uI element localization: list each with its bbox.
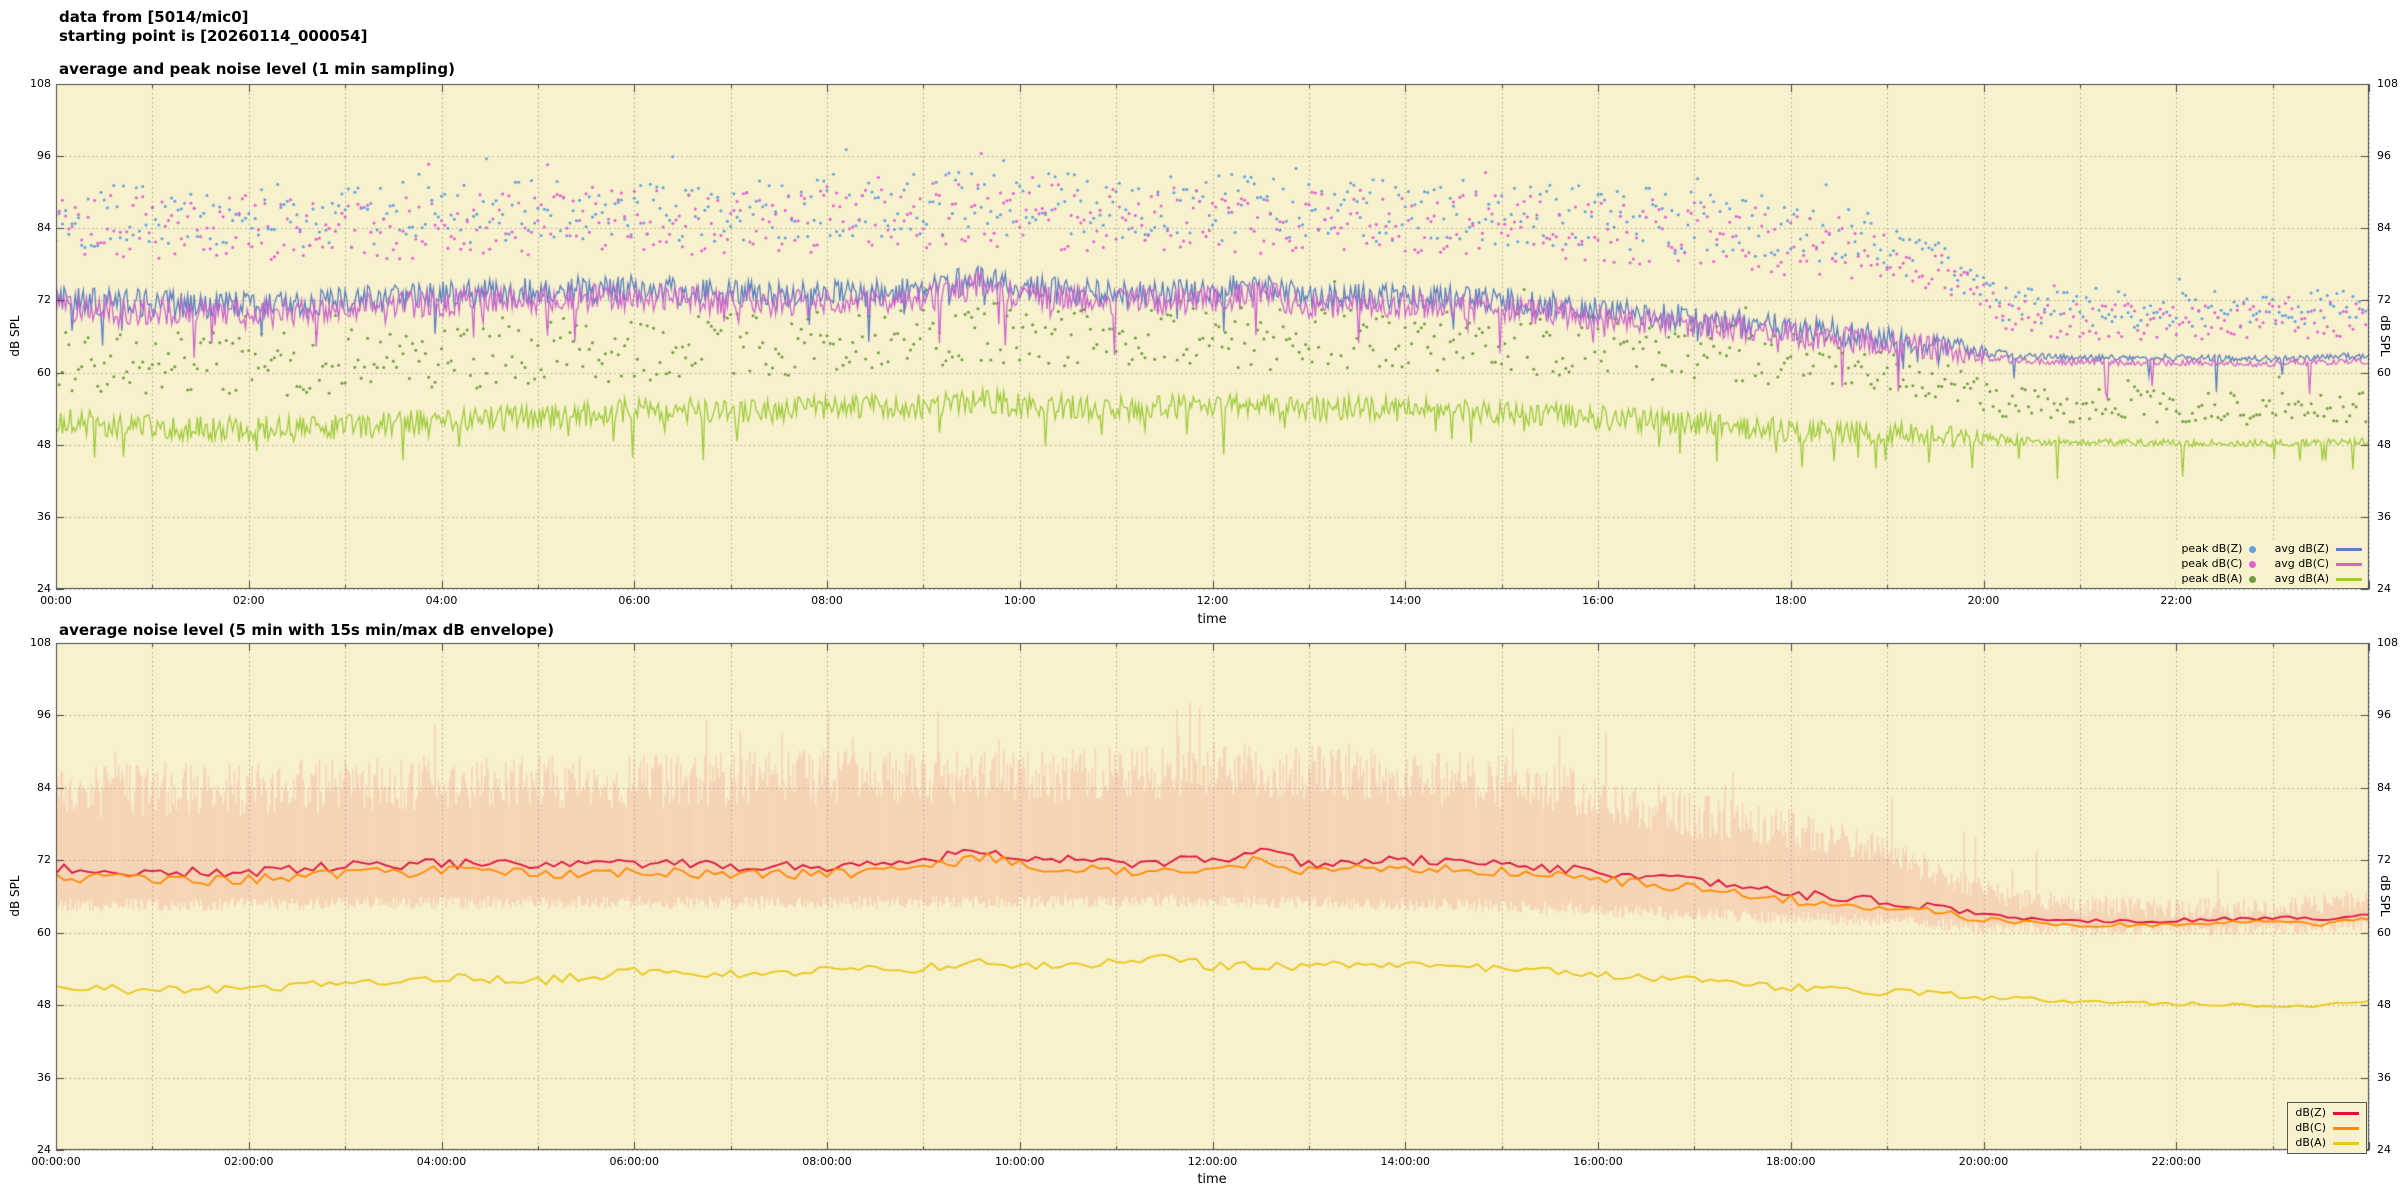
x-tick-label: 18:00 <box>1774 594 1807 607</box>
y-tick-label-right: 36 <box>2377 509 2391 523</box>
y-tick-label-right: 108 <box>2377 77 2398 90</box>
bottom-xaxis-label: time <box>1197 1172 1227 1187</box>
legend-item: dB(A) <box>2295 1136 2359 1150</box>
line-marker <box>2333 1126 2359 1130</box>
x-tick-label: 02:00:00 <box>224 1155 274 1168</box>
x-tick-label: 06:00:00 <box>609 1155 659 1168</box>
legend-label: dB(Z) <box>2295 1106 2326 1119</box>
x-tick-label: 08:00:00 <box>802 1155 852 1168</box>
start-time-line: starting point is [20260114_000054] <box>59 27 368 45</box>
x-tick-label: 12:00:00 <box>1187 1155 1238 1168</box>
y-tick-label-right: 108 <box>2377 636 2398 649</box>
dot-marker <box>2249 575 2257 583</box>
x-tick-label: 06:00 <box>618 594 651 607</box>
line-marker <box>2336 577 2362 581</box>
legend-label: avg dB(Z) <box>2274 542 2329 555</box>
y-tick-label-right: 24 <box>2377 582 2391 595</box>
legend-item: avg dB(Z) <box>2274 542 2362 556</box>
line-marker <box>2336 562 2362 566</box>
y-tick-label-right: 60 <box>2377 925 2391 939</box>
legend-item: peak dB(A) <box>2181 572 2257 586</box>
legend-item: avg dB(C) <box>2274 557 2362 571</box>
y-tick-label: 60 <box>37 925 51 939</box>
y-tick-label-right: 84 <box>2377 221 2391 235</box>
x-tick-label: 00:00:00 <box>31 1155 81 1168</box>
y-tick-label-right: 96 <box>2377 149 2391 163</box>
legend-label: dB(A) <box>2295 1136 2326 1149</box>
x-tick-label: 12:00 <box>1196 594 1229 607</box>
y-tick-label: 96 <box>37 708 51 722</box>
y-tick-label-right: 84 <box>2377 780 2391 794</box>
x-tick-label: 10:00 <box>1003 594 1036 607</box>
legend-item: avg dB(A) <box>2274 572 2362 586</box>
y-tick-label-right: 48 <box>2377 998 2391 1012</box>
y-tick-label: 72 <box>37 853 51 867</box>
top-xaxis-label: time <box>1197 612 1227 627</box>
line-marker <box>2333 1111 2359 1115</box>
legend-item: peak dB(Z) <box>2181 542 2257 556</box>
x-tick-label: 04:00 <box>425 594 458 607</box>
y-tick-label-right: 24 <box>2377 1143 2391 1156</box>
legend-label: avg dB(A) <box>2274 572 2329 585</box>
x-tick-label: 10:00:00 <box>995 1155 1045 1168</box>
top-yaxis-label-right: dB SPL <box>2378 315 2392 357</box>
legend-label: peak dB(A) <box>2181 572 2243 585</box>
x-tick-label: 16:00:00 <box>1573 1155 1623 1168</box>
bottom-yaxis-label-right: dB SPL <box>2378 875 2392 917</box>
y-tick-label: 96 <box>37 149 51 163</box>
dot-marker <box>2249 560 2257 568</box>
x-tick-label: 20:00:00 <box>1958 1155 2009 1168</box>
x-tick-label: 22:00:00 <box>2151 1155 2201 1168</box>
legend-label: peak dB(Z) <box>2181 542 2243 555</box>
y-tick-label-right: 36 <box>2377 1070 2391 1084</box>
y-tick-label: 48 <box>37 998 51 1012</box>
top-chart-legend: peak dB(Z) avg dB(Z) peak dB(C) avg dB(C) pe… <box>2176 540 2367 588</box>
y-tick-label: 36 <box>37 1070 51 1084</box>
x-tick-label: 18:00:00 <box>1766 1155 1816 1168</box>
line-marker <box>2333 1141 2359 1145</box>
top-yaxis-label-left: dB SPL <box>8 315 22 357</box>
y-tick-label: 108 <box>30 77 51 90</box>
y-tick-label: 84 <box>37 221 51 235</box>
x-tick-label: 22:00 <box>2160 594 2193 607</box>
y-tick-label-right: 72 <box>2377 853 2391 867</box>
legend-label: dB(C) <box>2295 1121 2326 1134</box>
y-tick-label: 108 <box>30 636 51 649</box>
top-chart-title: average and peak noise level (1 min samp… <box>59 60 455 78</box>
x-tick-label: 08:00 <box>811 594 843 607</box>
y-tick-label: 24 <box>37 1143 51 1156</box>
data-source-line: data from [5014/mic0] <box>59 8 249 26</box>
legend-item: peak dB(C) <box>2181 557 2257 571</box>
y-tick-label: 84 <box>37 780 51 794</box>
y-tick-label: 48 <box>37 437 51 451</box>
x-tick-label: 16:00 <box>1582 594 1614 607</box>
y-tick-label-right: 72 <box>2377 293 2391 307</box>
legend-label: peak dB(C) <box>2181 557 2243 570</box>
y-tick-label: 72 <box>37 293 51 307</box>
bottom-yaxis-label-left: dB SPL <box>8 875 22 917</box>
x-tick-label: 00:00 <box>40 594 72 607</box>
y-tick-label-right: 48 <box>2377 437 2391 451</box>
line-marker <box>2336 547 2362 551</box>
y-tick-label: 60 <box>37 365 51 379</box>
y-tick-label-right: 60 <box>2377 365 2391 379</box>
legend-item: dB(Z) <box>2295 1106 2359 1120</box>
page-header: data from [5014/mic0] starting point is … <box>59 8 367 46</box>
x-tick-label: 14:00 <box>1389 594 1422 607</box>
y-tick-label: 36 <box>37 509 51 523</box>
dot-marker <box>2249 545 2257 553</box>
legend-label: avg dB(C) <box>2274 557 2329 570</box>
x-tick-label: 14:00:00 <box>1380 1155 1430 1168</box>
bottom-chart-title: average noise level (5 min with 15s min/… <box>59 621 555 639</box>
x-tick-label: 20:00 <box>1967 594 2000 607</box>
x-tick-label: 04:00:00 <box>416 1155 467 1168</box>
y-tick-label: 24 <box>37 582 51 595</box>
bottom-chart-legend: dB(Z) dB(C) dB(A) <box>2287 1102 2367 1154</box>
legend-item: dB(C) <box>2295 1121 2359 1135</box>
y-tick-label-right: 96 <box>2377 708 2391 722</box>
x-tick-label: 02:00 <box>232 594 265 607</box>
